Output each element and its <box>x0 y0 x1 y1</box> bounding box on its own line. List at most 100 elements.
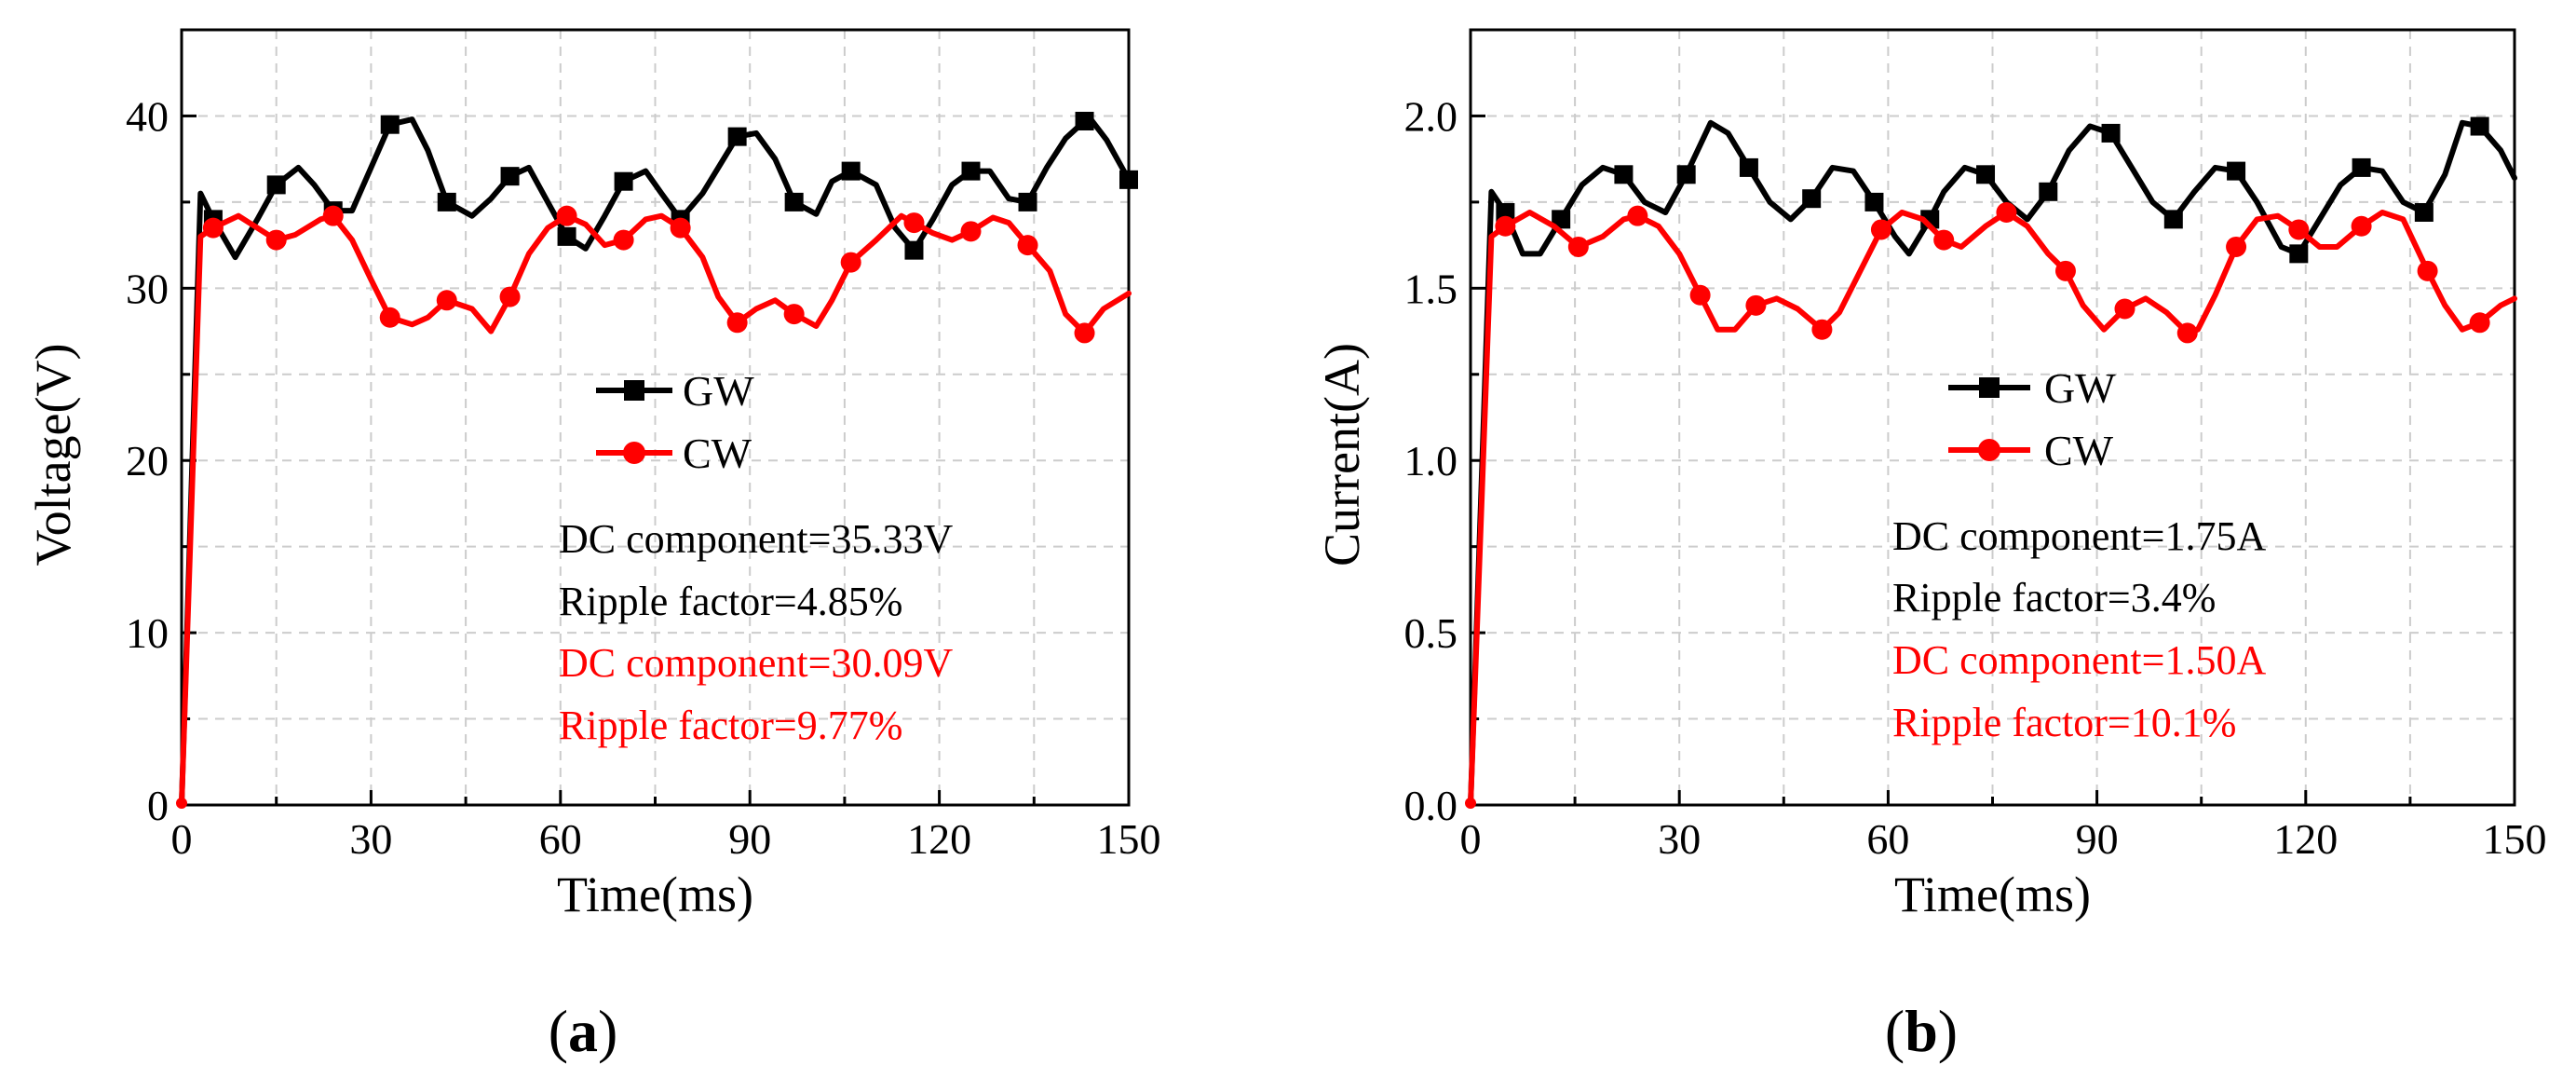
data-point-cw <box>2469 312 2490 334</box>
chart-panel-current: 0 30 60 90 120 150 0.0 0.5 1.0 1.5 2.0 Time(ms) Cu… <box>1314 28 2547 1064</box>
grid-lines <box>182 30 1129 805</box>
data-point-gw <box>2352 157 2371 177</box>
data-point-origin <box>176 798 187 809</box>
x-tick-label-90: 90 <box>728 815 771 863</box>
data-point-gw <box>1864 192 1884 212</box>
data-point-cw <box>379 307 400 328</box>
legend-entry-gw: GW <box>596 367 754 415</box>
data-point-cw <box>670 217 691 239</box>
legend-marker-circle <box>623 442 645 464</box>
x-tick-label-120: 120 <box>907 815 971 863</box>
data-point-gw <box>380 115 400 134</box>
legend-marker-square <box>1979 377 2000 398</box>
y-tick-label-0: 0 <box>147 782 169 829</box>
data-point-cw <box>2351 215 2372 237</box>
x-tick-label-60: 60 <box>539 815 582 863</box>
y-tick-label-20: 20 <box>126 437 169 484</box>
data-point-gw <box>961 161 981 181</box>
data-point-cw <box>2226 236 2247 257</box>
x-axis-title: Time(ms) <box>1894 866 2091 922</box>
data-point-gw <box>2289 244 2309 264</box>
data-point-gw <box>1119 170 1138 189</box>
data-point-gw <box>1676 165 1696 184</box>
x-tick-label-30: 30 <box>349 815 392 863</box>
data-point-gw <box>2163 210 2183 229</box>
axis-ticks: 0 30 60 90 120 150 0.0 0.5 1.0 1.5 2.0 <box>1404 92 2547 863</box>
data-point-gw <box>437 192 456 212</box>
data-point-cw <box>1745 294 1767 316</box>
data-point-cw <box>1870 219 1891 240</box>
data-point-gw <box>1739 157 1758 177</box>
data-point-gw <box>904 240 924 260</box>
data-point-gw <box>1075 111 1094 130</box>
legend: GW CW <box>596 367 754 477</box>
x-tick-label-0: 0 <box>1460 815 1482 863</box>
y-axis-title: Voltage(V) <box>25 344 81 566</box>
panel-letter: a <box>568 998 598 1064</box>
legend-marker-circle <box>1978 439 2000 461</box>
data-point-cw <box>2288 219 2310 240</box>
data-point-cw <box>1811 319 1833 340</box>
panel-letter: b <box>1905 998 1938 1064</box>
axis-ticks: 0 30 60 90 120 150 0 10 20 30 40 <box>126 92 1161 863</box>
data-point-gw <box>1976 165 1996 184</box>
y-tick-label-0-5: 0.5 <box>1404 609 1458 657</box>
data-point-cw <box>783 304 805 325</box>
annotation-cw-dc: DC component=30.09V <box>559 640 953 686</box>
x-tick-label-90: 90 <box>2076 815 2119 863</box>
data-point-gw <box>2414 202 2434 222</box>
data-point-gw <box>2039 182 2058 201</box>
series-group <box>176 111 1138 809</box>
x-tick-label-150: 150 <box>1097 815 1161 863</box>
legend-label-cw: CW <box>2044 427 2114 474</box>
data-point-cw <box>436 290 457 311</box>
legend-entry-cw: CW <box>1948 427 2114 474</box>
legend-entry-cw: CW <box>596 430 752 477</box>
y-tick-label-10: 10 <box>126 609 169 657</box>
panel-label: (b) <box>1885 998 1958 1064</box>
y-tick-label-40: 40 <box>126 92 169 140</box>
annotation-gw-dc: DC component=35.33V <box>559 516 953 562</box>
chart-panel-voltage: 0 30 60 90 120 150 0 10 20 30 40 Time(ms) Voltage(… <box>25 28 1161 1064</box>
data-point-cw <box>556 205 577 226</box>
annotation-block: DC component=1.75A Ripple factor=3.4% DC… <box>1892 513 2266 745</box>
data-point-cw <box>202 217 224 239</box>
data-point-cw <box>2114 298 2135 320</box>
data-point-cw <box>726 312 748 334</box>
legend-label-gw: GW <box>683 367 754 415</box>
y-tick-label-30: 30 <box>126 265 169 312</box>
data-point-cw <box>613 229 634 251</box>
data-point-cw <box>1495 215 1516 237</box>
x-axis-title: Time(ms) <box>557 866 753 922</box>
data-point-gw <box>557 226 576 246</box>
data-point-cw <box>1074 322 1095 344</box>
data-point-gw <box>2227 161 2246 181</box>
data-point-cw <box>2054 260 2076 281</box>
data-point-cw <box>499 286 521 307</box>
data-point-gw <box>1552 210 1571 229</box>
grid-lines <box>1471 30 2515 805</box>
data-point-gw <box>784 192 804 212</box>
data-point-gw <box>2470 116 2489 136</box>
annotation-gw-ripple: Ripple factor=3.4% <box>1892 575 2216 621</box>
annotation-cw-dc: DC component=1.50A <box>1892 637 2266 683</box>
annotation-gw-ripple: Ripple factor=4.85% <box>559 579 902 624</box>
data-point-cw <box>322 205 344 226</box>
data-point-gw <box>727 127 747 146</box>
data-point-cw <box>1996 201 2017 223</box>
panel-label: (a) <box>549 998 618 1064</box>
data-point-cw <box>2417 260 2438 281</box>
legend: GW CW <box>1948 364 2116 474</box>
data-point-gw <box>614 171 633 191</box>
data-point-cw <box>2176 322 2198 344</box>
data-point-cw <box>265 229 287 251</box>
data-point-cw <box>840 252 861 273</box>
data-point-gw <box>500 167 520 186</box>
data-point-gw <box>2101 123 2121 143</box>
data-point-cw <box>960 221 982 242</box>
y-axis-title: Current(A) <box>1314 343 1370 566</box>
data-point-gw <box>1018 192 1037 212</box>
data-point-cw <box>903 212 925 234</box>
data-point-gw <box>1614 165 1634 184</box>
